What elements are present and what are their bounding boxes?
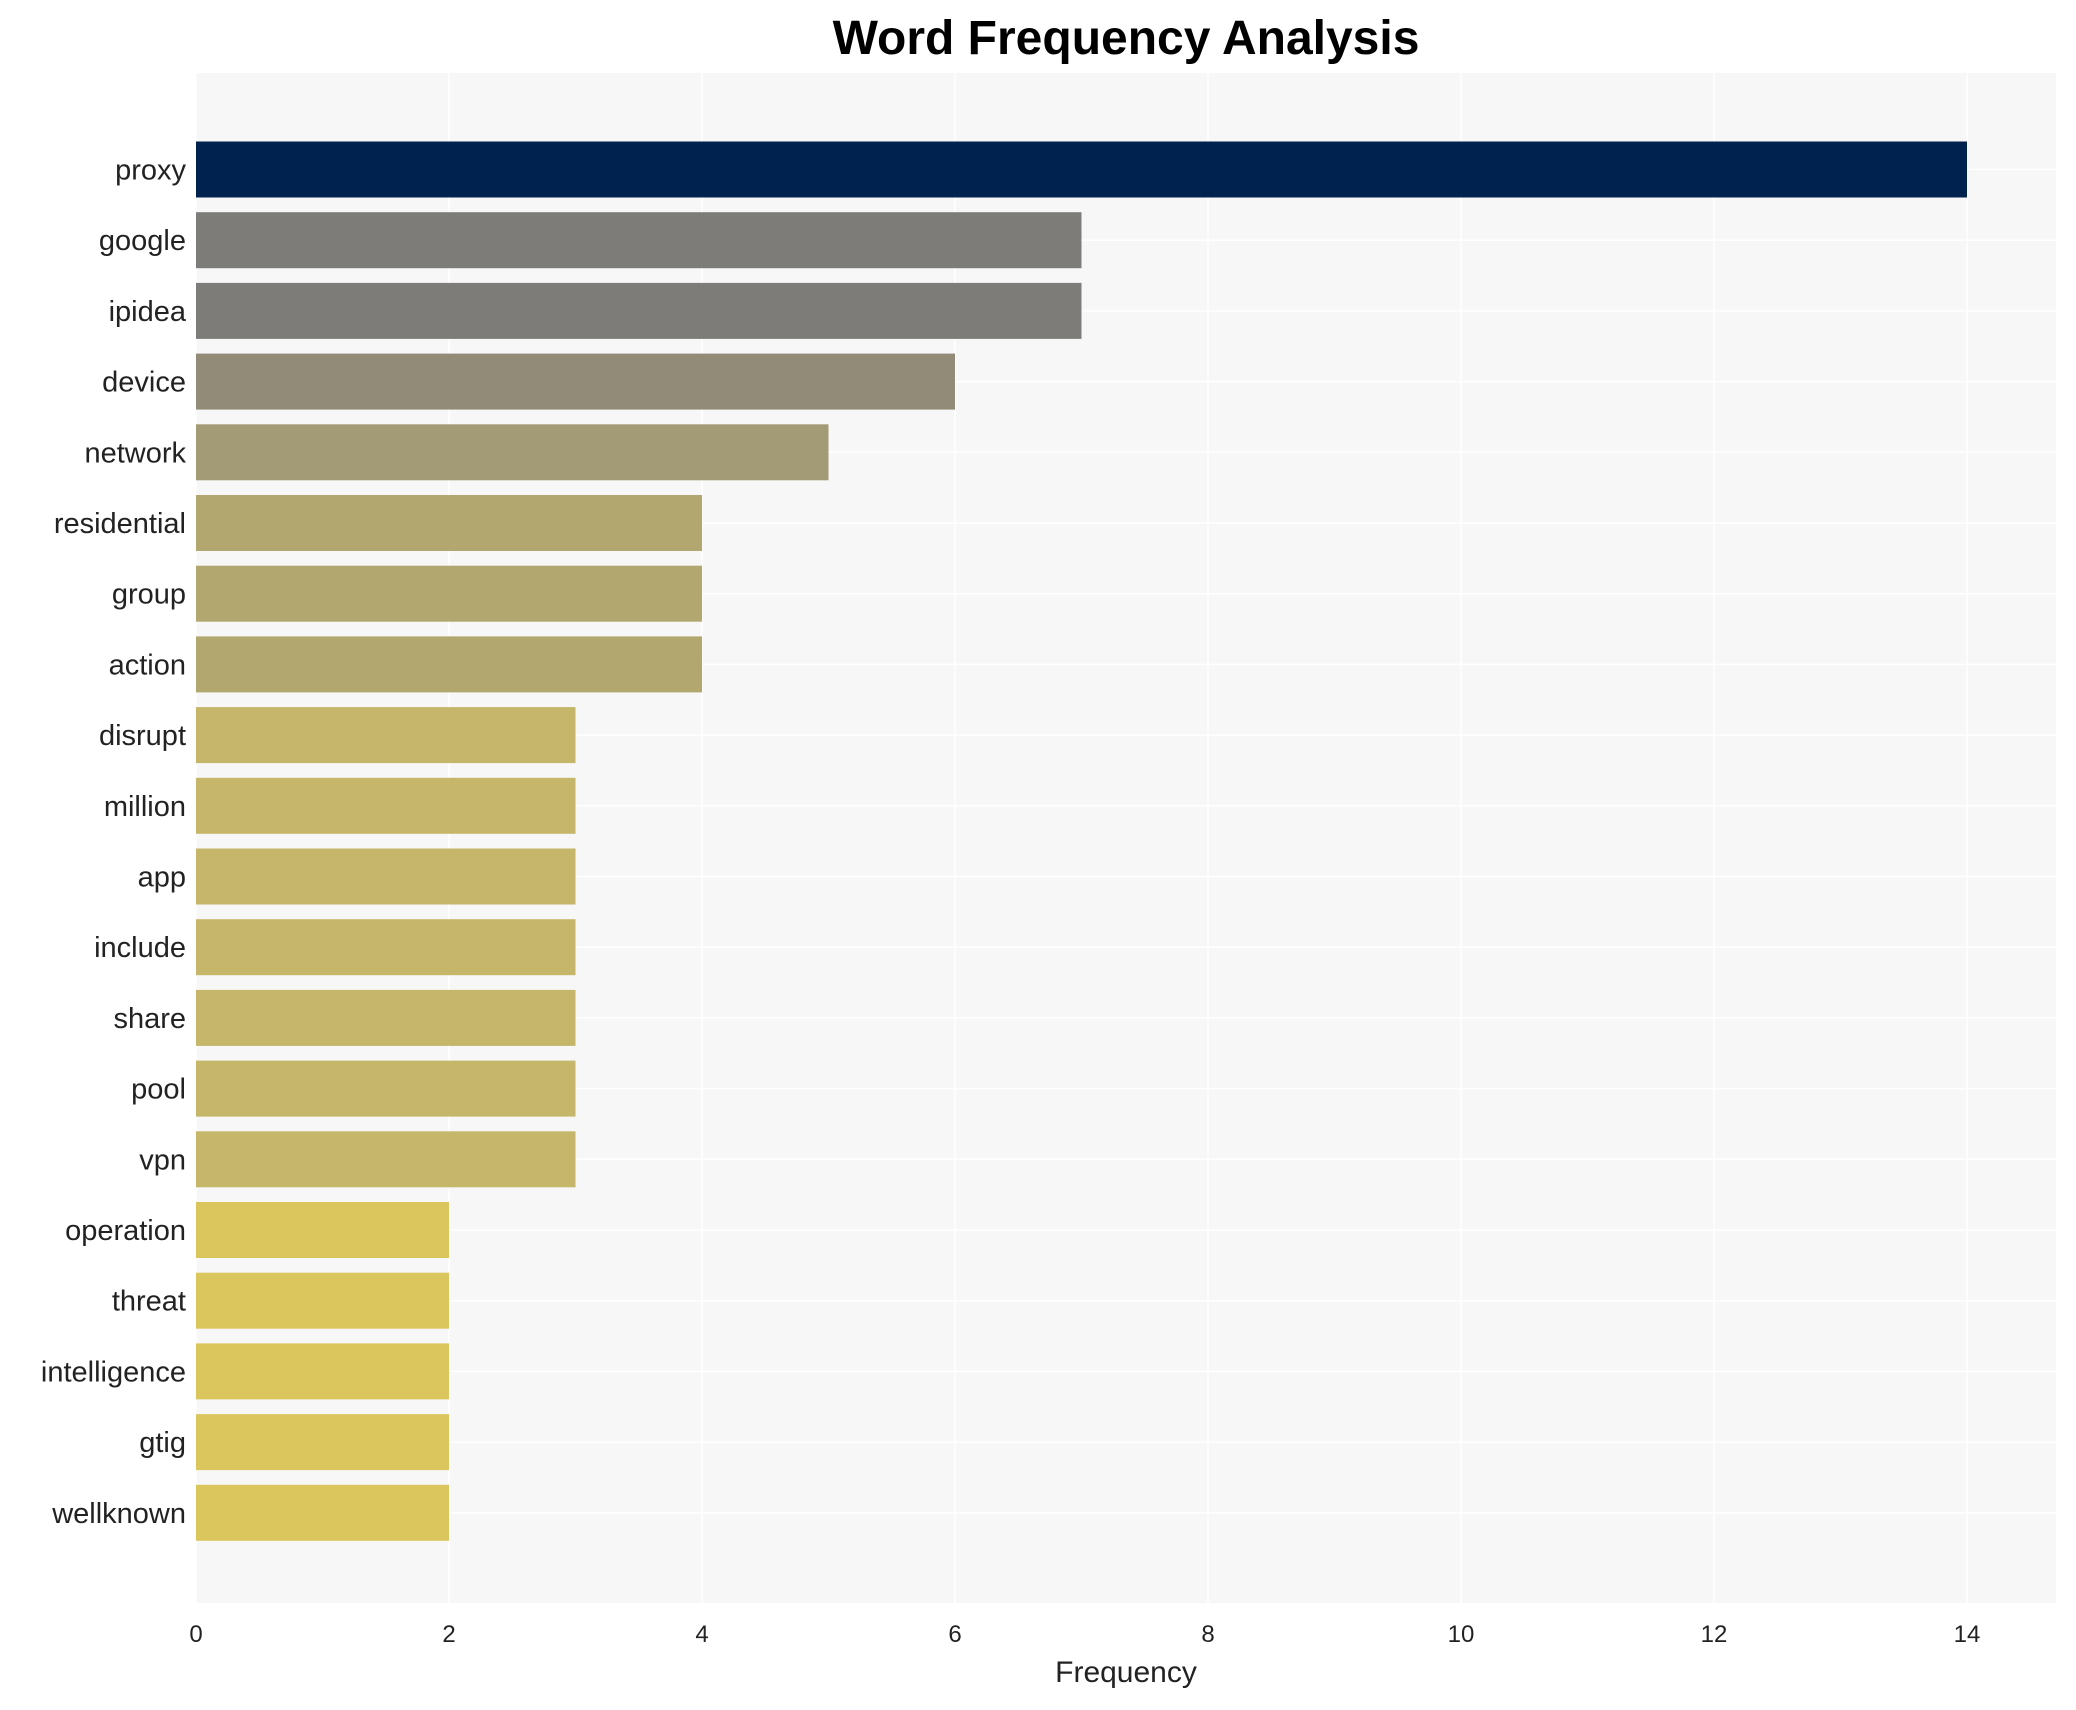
- x-tick-labels: 0 2 4 6 8 10 12 14: [189, 1621, 1980, 1648]
- y-tick-label: include: [94, 932, 186, 964]
- bar-include: [196, 919, 576, 976]
- bar-million: [196, 777, 576, 834]
- y-tick-label: action: [109, 649, 186, 681]
- x-tick-label: 0: [189, 1621, 202, 1648]
- y-tick-label: million: [104, 791, 186, 823]
- x-tick-label: 14: [1954, 1621, 1981, 1648]
- y-tick-label: gtig: [139, 1427, 186, 1459]
- bar-proxy: [196, 141, 1967, 198]
- bar-group: [196, 565, 702, 622]
- bar-gtig: [196, 1414, 449, 1471]
- x-tick-label: 8: [1201, 1621, 1214, 1648]
- y-tick-label: device: [102, 367, 186, 399]
- y-tick-label: operation: [65, 1215, 186, 1247]
- bar-google: [196, 212, 1082, 269]
- bar-disrupt: [196, 707, 576, 764]
- bar-operation: [196, 1202, 449, 1258]
- x-tick-label: 4: [695, 1621, 708, 1648]
- x-tick-label: 10: [1448, 1621, 1475, 1648]
- y-tick-label: network: [84, 437, 186, 469]
- x-tick-label: 12: [1701, 1621, 1728, 1648]
- bar-pool: [196, 1060, 576, 1117]
- x-tick-label: 6: [948, 1621, 961, 1648]
- bar-vpn: [196, 1131, 576, 1188]
- y-tick-label: disrupt: [99, 720, 186, 752]
- y-tick-label: group: [112, 579, 186, 611]
- chart-title: Word Frequency Analysis: [833, 12, 1420, 65]
- y-tick-labels: proxy google ipidea device network residentia…: [41, 155, 187, 1530]
- y-tick-label: share: [113, 1003, 186, 1035]
- bar-action: [196, 636, 702, 693]
- y-tick-label: wellknown: [51, 1498, 186, 1530]
- y-tick-label: residential: [54, 508, 186, 540]
- y-tick-label: intelligence: [41, 1356, 186, 1388]
- bar-wellknown: [196, 1484, 449, 1541]
- bar-app: [196, 848, 576, 905]
- bar-network: [196, 424, 829, 481]
- y-tick-label: vpn: [139, 1144, 186, 1176]
- y-tick-label: google: [99, 225, 186, 257]
- bar-residential: [196, 495, 702, 551]
- y-tick-label: proxy: [115, 155, 186, 187]
- y-tick-label: pool: [131, 1074, 186, 1106]
- bar-share: [196, 989, 576, 1046]
- bar-device: [196, 353, 955, 410]
- y-tick-label: threat: [112, 1286, 186, 1318]
- x-axis-label: Frequency: [1055, 1656, 1197, 1689]
- y-tick-label: app: [138, 862, 186, 894]
- bar-ipidea: [196, 282, 1082, 339]
- x-tick-label: 2: [442, 1621, 455, 1648]
- bars: [196, 141, 1967, 1541]
- bar-intelligence: [196, 1343, 449, 1400]
- y-tick-label: ipidea: [109, 296, 187, 328]
- bar-threat: [196, 1272, 449, 1329]
